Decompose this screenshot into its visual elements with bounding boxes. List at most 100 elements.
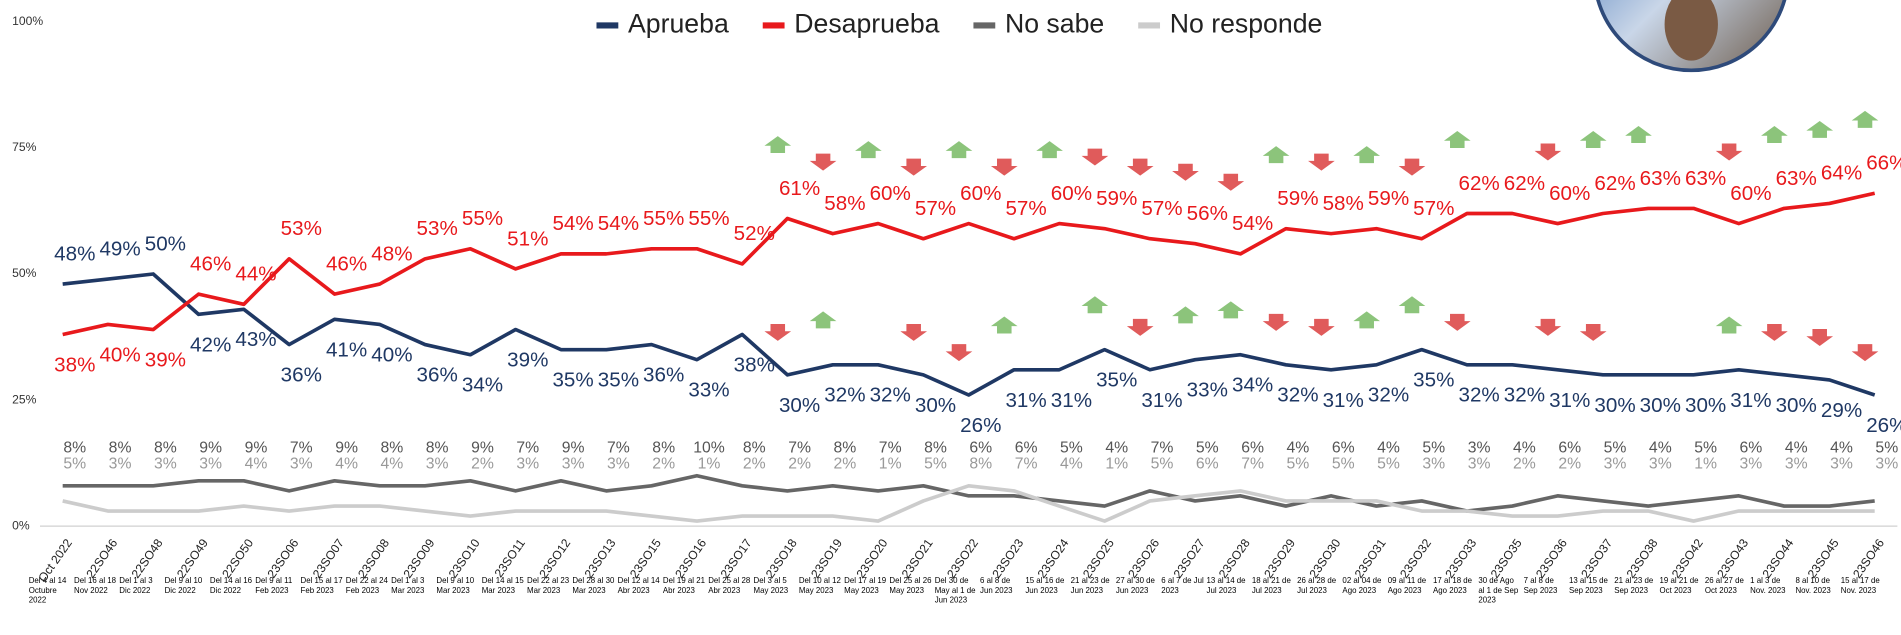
data-label: 63% <box>1640 167 1681 190</box>
change-arrow <box>1715 143 1743 161</box>
y-tick-label: 0% <box>12 518 30 532</box>
date-label: Del 10 al 12 May 2023 <box>798 577 841 596</box>
data-label: 62% <box>1504 172 1545 195</box>
change-arrow <box>1806 120 1834 138</box>
date-label: 6 al 8 de Jun 2023 <box>980 577 1013 596</box>
data-label: 30% <box>1640 394 1681 417</box>
change-arrow <box>1534 143 1562 161</box>
legend-label: No sabe <box>1005 9 1104 39</box>
date-label: Del 12 al 14 Abr 2023 <box>617 577 660 596</box>
change-arrow <box>1217 173 1245 191</box>
series-line <box>62 191 1876 337</box>
data-label: 4% <box>1287 440 1310 457</box>
date-label: 7 al 8 de Sep 2023 <box>1523 577 1558 596</box>
data-label: 2% <box>652 455 675 472</box>
data-label: 3% <box>426 455 449 472</box>
data-label: 60% <box>1051 182 1092 205</box>
x-tick-label: 23SO43 <box>1714 536 1751 581</box>
legend-label: Desaprueba <box>794 9 939 39</box>
data-label: 35% <box>598 369 639 392</box>
data-label: 3% <box>199 455 222 472</box>
data-label: 8% <box>426 440 449 457</box>
data-label: 8% <box>969 455 992 472</box>
x-tick-label: 23SO42 <box>1669 536 1706 581</box>
data-label: 3% <box>607 455 630 472</box>
data-label: 5% <box>1151 455 1174 472</box>
data-label: 4% <box>1377 440 1400 457</box>
data-label: 42% <box>190 333 231 356</box>
data-label: 6% <box>1558 440 1581 457</box>
date-label: Del 28 al 30 Mar 2023 <box>572 577 615 596</box>
data-label: 32% <box>1458 384 1499 407</box>
x-tick-label: 23SO25 <box>1080 536 1117 581</box>
data-label: 31% <box>1323 389 1364 412</box>
date-label: 19 al 21 de Oct 2023 <box>1659 577 1699 596</box>
date-label: Del 22 al 24 Feb 2023 <box>345 577 388 596</box>
data-label: 43% <box>235 328 276 351</box>
y-tick-label: 75% <box>12 140 36 154</box>
data-label: 8% <box>652 440 675 457</box>
data-label: 39% <box>145 348 186 371</box>
date-label: 15 al 17 de Nov. 2023 <box>1840 577 1880 596</box>
date-label: 17 al 18 de Ago 2023 <box>1433 577 1473 596</box>
change-arrow <box>1126 158 1154 176</box>
data-label: 62% <box>1458 172 1499 195</box>
change-arrow <box>1579 323 1607 341</box>
data-label: 32% <box>870 384 911 407</box>
data-label: 51% <box>507 227 548 250</box>
data-label: 3% <box>1422 455 1445 472</box>
x-tick-label: 23SO16 <box>672 536 709 581</box>
x-tick-label: 23SO35 <box>1488 536 1525 581</box>
change-arrow <box>1715 316 1743 334</box>
data-label: 60% <box>1549 182 1590 205</box>
date-label: Del 15 al 17 Feb 2023 <box>300 577 343 596</box>
data-label: 57% <box>915 197 956 220</box>
data-label: 1% <box>698 455 721 472</box>
change-arrow <box>1625 125 1652 143</box>
date-label: Del 17 al 19 May 2023 <box>844 577 887 596</box>
date-label: Del 14 al 15 Mar 2023 <box>481 577 524 596</box>
data-label: 3% <box>516 455 539 472</box>
x-tick-label: 23SO30 <box>1306 536 1343 581</box>
data-label: 7% <box>1151 440 1174 457</box>
x-tick-label: 23SO36 <box>1533 536 1570 581</box>
change-arrow <box>1081 296 1109 314</box>
data-label: 5% <box>1332 455 1355 472</box>
change-arrow <box>1806 328 1834 346</box>
change-arrow <box>1262 146 1290 164</box>
data-label: 63% <box>1685 167 1726 190</box>
x-tick-label: 23SO09 <box>400 536 437 581</box>
change-arrow <box>1217 301 1245 319</box>
data-label: 3% <box>1740 455 1763 472</box>
data-label: 38% <box>54 353 95 376</box>
change-arrow <box>764 136 792 154</box>
date-label: Del 25 al 28 Abr 2023 <box>708 577 751 596</box>
x-tick-label: 22SO49 <box>174 536 211 581</box>
data-label: 46% <box>190 253 231 276</box>
data-label: 60% <box>960 182 1001 205</box>
data-label: 4% <box>1105 440 1128 457</box>
change-arrow <box>1172 306 1199 324</box>
data-label: 6% <box>1241 440 1264 457</box>
x-tick-label: 23SO38 <box>1624 536 1661 581</box>
date-label: 6 al 7 de Jul 2023 <box>1161 577 1204 596</box>
change-arrow <box>809 311 837 329</box>
data-label: 2% <box>834 455 857 472</box>
date-label: Del 4 al 14 Octubre 2022 <box>28 577 67 605</box>
change-arrow <box>900 323 928 341</box>
date-label: Del 19 al 21 Abr 2023 <box>662 577 705 596</box>
change-arrow <box>1534 318 1562 336</box>
data-label: 36% <box>417 364 458 387</box>
change-arrow <box>764 323 792 341</box>
x-tick-label: 23SO08 <box>355 536 392 581</box>
change-arrow <box>1353 311 1381 329</box>
data-label: 7% <box>1241 455 1264 472</box>
x-tick-label: 23SO23 <box>989 536 1026 581</box>
data-label: 29% <box>1821 399 1862 422</box>
data-label: 7% <box>516 440 539 457</box>
data-label: 48% <box>54 242 95 265</box>
x-tick-label: 23SO07 <box>310 536 347 581</box>
data-label: 3% <box>1875 455 1898 472</box>
x-tick-label: 23SO28 <box>1216 536 1253 581</box>
